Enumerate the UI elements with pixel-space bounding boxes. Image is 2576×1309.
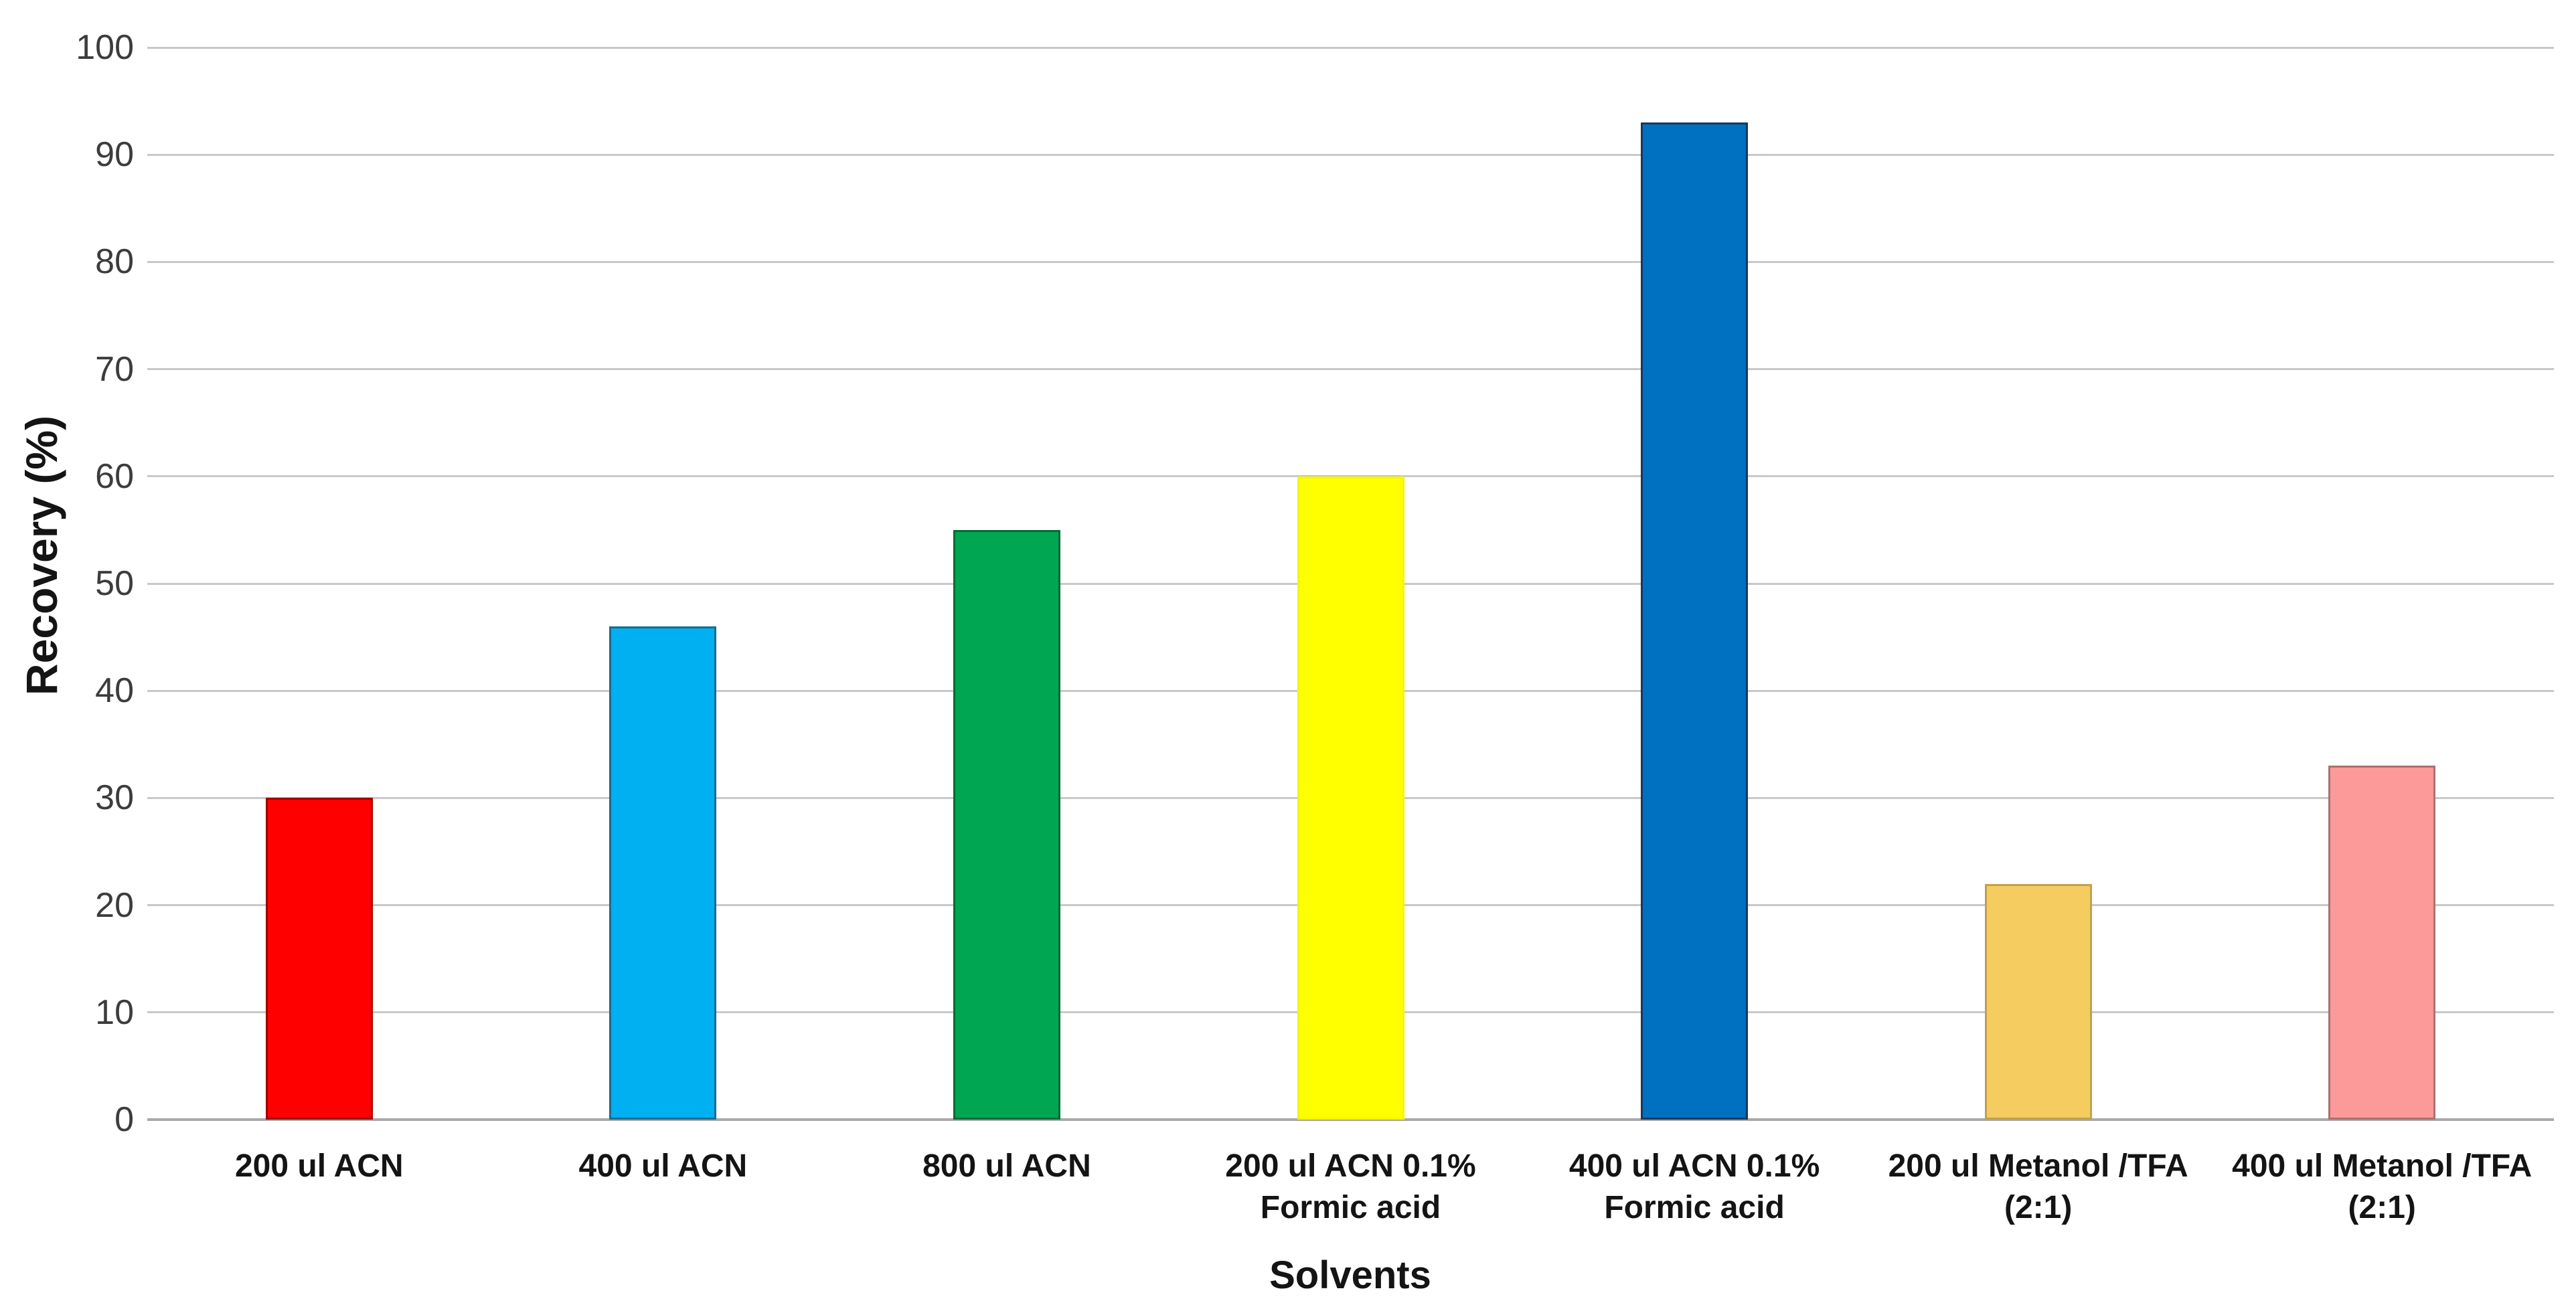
- y-tick-label: 30: [95, 778, 134, 818]
- bar: [1641, 122, 1749, 1120]
- bar: [1297, 476, 1404, 1120]
- x-axis-title: Solvents: [1269, 1253, 1431, 1297]
- x-category-label: 200 ul Metanol /TFA (2:1): [1888, 1148, 2188, 1225]
- plot-area: 0 10 20 30 40 50 60 70 80 90 100 200 ul ACN 400 ul A…: [76, 28, 2554, 1225]
- y-tick-label: 50: [95, 564, 134, 603]
- y-tick-label: 100: [76, 28, 134, 67]
- y-tick-label: 0: [114, 1100, 134, 1139]
- gridline: [147, 368, 2554, 371]
- x-category-label: 200 ul ACN 0.1% Formic acid: [1225, 1148, 1476, 1225]
- x-category-label: 800 ul ACN: [922, 1148, 1091, 1184]
- y-tick-label: 60: [95, 456, 134, 496]
- y-tick-label: 20: [95, 885, 134, 925]
- x-category-label: 200 ul ACN: [234, 1148, 404, 1184]
- y-tick-label: 40: [95, 671, 134, 711]
- gridline: [147, 475, 2554, 478]
- x-category-label: 400 ul ACN: [578, 1148, 748, 1184]
- gridline: [147, 260, 2554, 263]
- bar: [953, 529, 1060, 1120]
- bar: [2328, 766, 2436, 1120]
- y-tick-label: 10: [95, 992, 134, 1032]
- gridline: [147, 46, 2554, 49]
- bar: [1984, 883, 2092, 1120]
- bar: [265, 798, 373, 1120]
- y-tick-label: 70: [95, 349, 134, 389]
- bar: [609, 626, 717, 1120]
- y-tick-label: 90: [95, 135, 134, 175]
- y-tick-label: 80: [95, 242, 134, 282]
- x-axis-line: [147, 1118, 2554, 1121]
- x-category-label: 400 ul ACN 0.1% Formic acid: [1568, 1148, 1820, 1225]
- gridline: [147, 153, 2554, 156]
- x-category-label: 400 ul Metanol /TFA (2:1): [2232, 1148, 2532, 1225]
